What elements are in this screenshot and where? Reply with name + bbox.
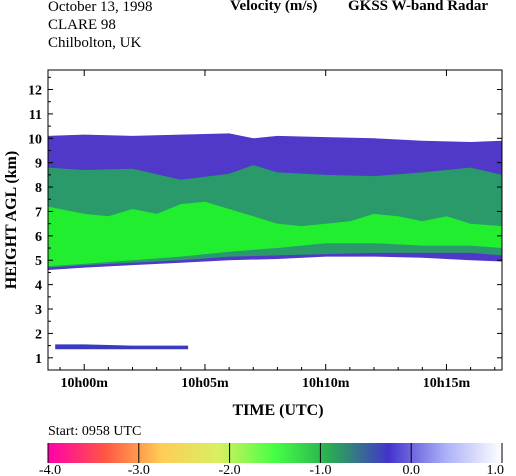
y-tick-label: 7	[35, 205, 42, 220]
plot-frame	[47, 69, 503, 371]
y-tick-label: 12	[28, 84, 42, 99]
y-tick-label: 5	[35, 254, 42, 269]
x-axis: 10h00m 10h05m 10h10m 10h15m	[59, 70, 496, 391]
header-date: October 13, 1998	[48, 0, 153, 15]
y-tick-label: 10	[28, 132, 42, 147]
layer-low-cloud	[55, 344, 189, 350]
header-campaign: CLARE 98	[48, 17, 116, 33]
y-tick-label: 2	[35, 327, 42, 342]
y-tick-label: 4	[35, 279, 42, 294]
y-tick-label: 6	[35, 230, 42, 245]
layer-fall-core	[48, 201, 502, 267]
y-tick-label: 9	[35, 157, 42, 172]
y-axis-title: HEIGHT AGL (km)	[3, 151, 20, 289]
chart-title: Velocity (m/s)	[230, 0, 318, 14]
y-tick-label: 8	[35, 181, 42, 196]
velocity-layers	[48, 133, 502, 350]
instrument-title: GKSS W-band Radar	[348, 0, 489, 14]
colorbar-gradient	[48, 443, 502, 463]
x-tick-label: 10h00m	[60, 376, 108, 391]
y-tick-label: 11	[29, 108, 42, 123]
colorbar-tick-label: -3.0	[128, 463, 150, 476]
x-tick-label: 10h05m	[181, 376, 229, 391]
x-tick-label: 10h15m	[423, 376, 471, 391]
header-location: Chilbolton, UK	[48, 35, 142, 51]
colorbar-tick-label: -1.0	[309, 463, 331, 476]
colorbar-tick-label: -2.0	[219, 463, 241, 476]
colorbar-tick-label: 0.0	[402, 463, 420, 476]
y-tick-label: 3	[35, 303, 42, 318]
colorbar-ticks: -4.0 -3.0 -2.0 -1.0 0.0 1.0	[39, 443, 504, 476]
y-tick-label: 1	[35, 352, 42, 367]
colorbar-tick-label: 1.0	[487, 463, 505, 476]
x-tick-label: 10h10m	[302, 376, 350, 391]
colorbar-tick-label: -4.0	[39, 463, 61, 476]
x-axis-title: TIME (UTC)	[232, 402, 323, 419]
colorbar: -4.0 -3.0 -2.0 -1.0 0.0 1.0	[39, 443, 504, 476]
start-time-label: Start: 0958 UTC	[48, 424, 142, 439]
